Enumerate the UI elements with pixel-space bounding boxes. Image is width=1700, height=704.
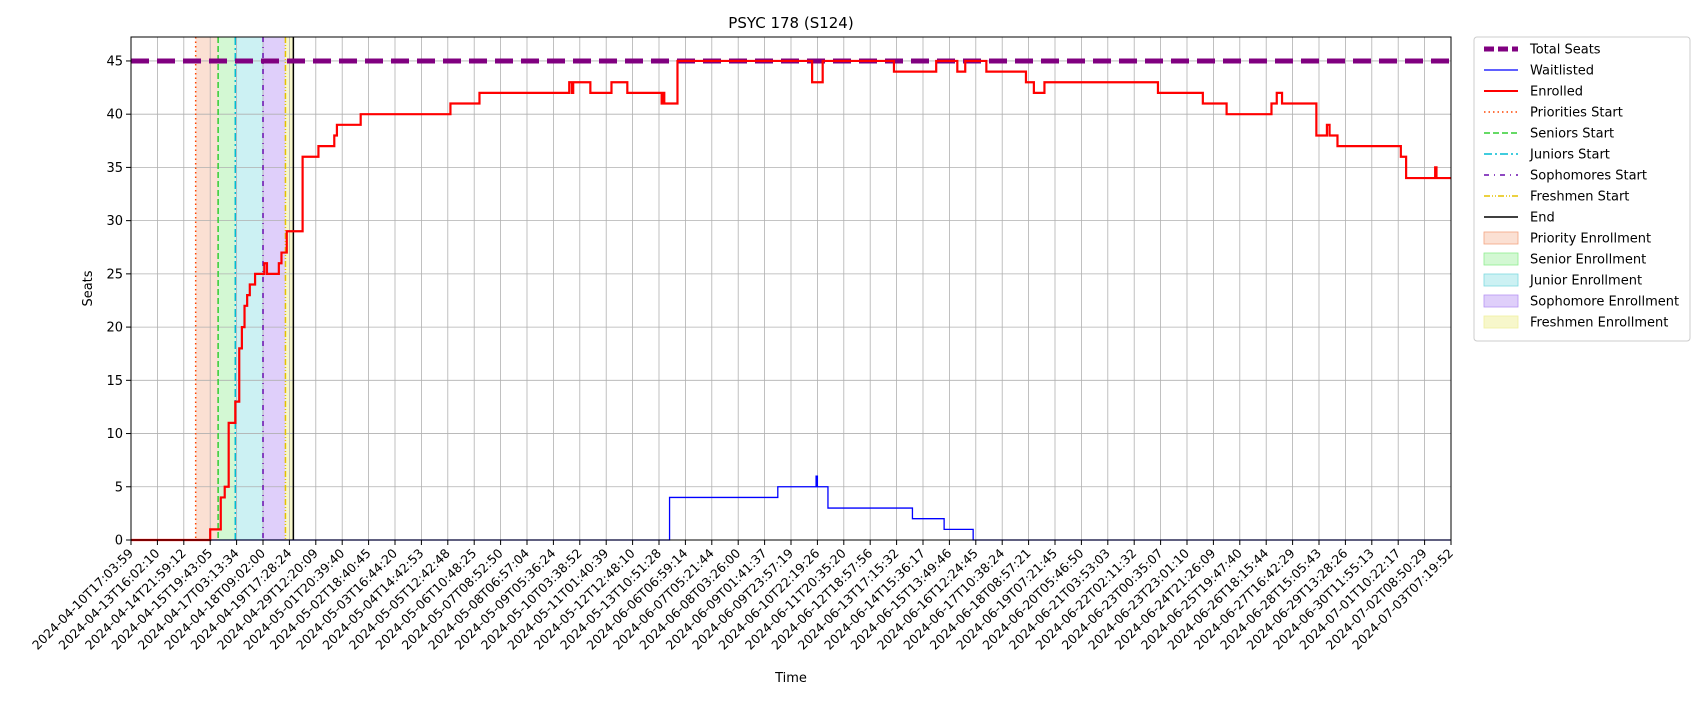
legend-label-0: Total Seats (1529, 43, 1601, 58)
phase-span-1 (218, 37, 236, 540)
data-layer (131, 37, 1451, 542)
y-tick-label: 5 (115, 480, 123, 495)
legend-swatch-9 (1483, 231, 1519, 245)
phase-span-0 (195, 37, 219, 540)
legend-label-1: Waitlisted (1530, 64, 1594, 79)
legend-swatch-10 (1483, 252, 1519, 266)
legend-label-9: Priority Enrollment (1530, 232, 1651, 247)
y-tick-label: 15 (106, 374, 123, 389)
y-axis-label: Seats (81, 270, 96, 306)
series-line-1 (131, 475, 1451, 541)
grid-layer (130, 37, 1452, 541)
legend-label-3: Priorities Start (1530, 106, 1623, 121)
axes-layer: 0510152025303540452024-04-10T17:03:59202… (29, 36, 1456, 653)
y-tick-label: 0 (115, 534, 123, 549)
legend-label-11: Junior Enrollment (1529, 274, 1642, 289)
legend-label-13: Freshmen Enrollment (1530, 316, 1668, 331)
y-tick-label: 10 (106, 427, 123, 442)
legend-swatch-13 (1483, 315, 1519, 329)
legend-label-10: Senior Enrollment (1530, 253, 1646, 268)
legend-label-6: Sophomores Start (1530, 169, 1647, 184)
y-tick-label: 45 (106, 54, 123, 69)
x-axis-label: Time (774, 671, 807, 686)
legend-label-7: Freshmen Start (1530, 190, 1629, 205)
legend-frame (1473, 36, 1691, 342)
y-tick-label: 25 (106, 267, 123, 282)
series-line-2 (131, 59, 1451, 542)
legend-label-8: End (1530, 211, 1555, 226)
legend-label-2: Enrolled (1530, 85, 1583, 100)
legend-label-12: Sophomore Enrollment (1530, 295, 1679, 310)
phase-span-3 (263, 37, 286, 540)
y-tick-label: 30 (106, 214, 123, 229)
legend-label-4: Seniors Start (1530, 127, 1614, 142)
legend-swatch-12 (1483, 294, 1519, 308)
legend: Total Seats Waitlisted Enrolled Priorities … (1473, 36, 1691, 342)
y-tick-label: 20 (106, 321, 123, 336)
legend-label-5: Juniors Start (1529, 148, 1610, 163)
chart-title: PSYC 178 (S124) (728, 14, 853, 32)
legend-swatch-11 (1483, 273, 1519, 287)
y-tick-label: 35 (106, 161, 123, 176)
y-tick-label: 40 (106, 108, 123, 123)
